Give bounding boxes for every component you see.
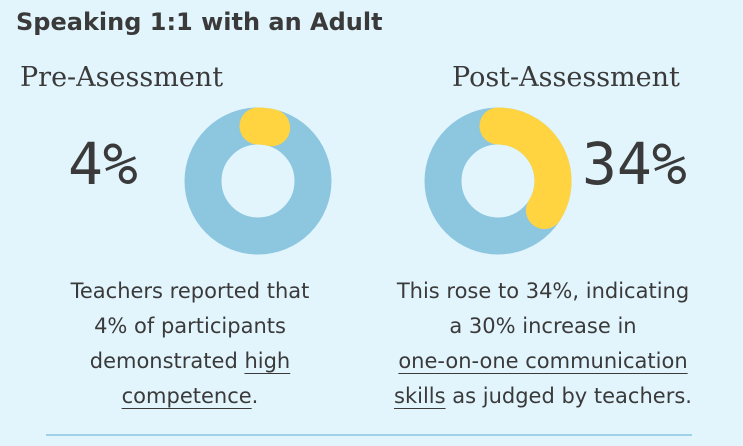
post-donut-value-segment <box>479 107 572 229</box>
pre-caption-line-4: competence. <box>30 379 350 414</box>
post-caption-line-2: a 30% increase in <box>449 314 637 338</box>
pre-caption-line-4-suffix: . <box>251 384 259 408</box>
pre-caption-line-3: demonstrated high <box>30 344 350 379</box>
post-caption-line-4-suffix: as judged by teachers. <box>445 384 692 408</box>
pre-assessment-heading: Pre-Asessment <box>20 62 224 93</box>
post-caption-line-4: skills as judged by teachers. <box>378 379 708 414</box>
one-on-one-communication-highlight: one-on-one communication <box>398 349 688 373</box>
post-caption-line-3: one-on-one communication <box>378 344 708 379</box>
pre-caption-line-1: Teachers reported that <box>70 279 310 303</box>
high-competence-highlight: high <box>244 349 291 373</box>
pre-caption-line-2: 4% of participants <box>94 314 286 338</box>
pre-assessment-donut-chart <box>184 107 332 255</box>
skills-highlight: skills <box>394 384 446 408</box>
pre-percent-label: 4% <box>68 130 138 198</box>
competence-highlight: competence <box>121 384 252 408</box>
pre-donut-value-segment <box>239 107 291 147</box>
post-caption-line-1: This rose to 34%, indicating <box>396 279 690 303</box>
post-assessment-donut-chart <box>424 107 572 255</box>
page-title: Speaking 1:1 with an Adult <box>16 8 383 36</box>
bottom-divider <box>46 434 692 436</box>
post-assessment-heading: Post-Assessment <box>452 62 680 93</box>
post-assessment-caption: This rose to 34%, indicating a 30% incre… <box>378 274 708 414</box>
pre-assessment-caption: Teachers reported that 4% of participant… <box>30 274 350 414</box>
pre-caption-line-3-prefix: demonstrated <box>89 349 245 373</box>
post-percent-label: 34% <box>582 130 687 198</box>
